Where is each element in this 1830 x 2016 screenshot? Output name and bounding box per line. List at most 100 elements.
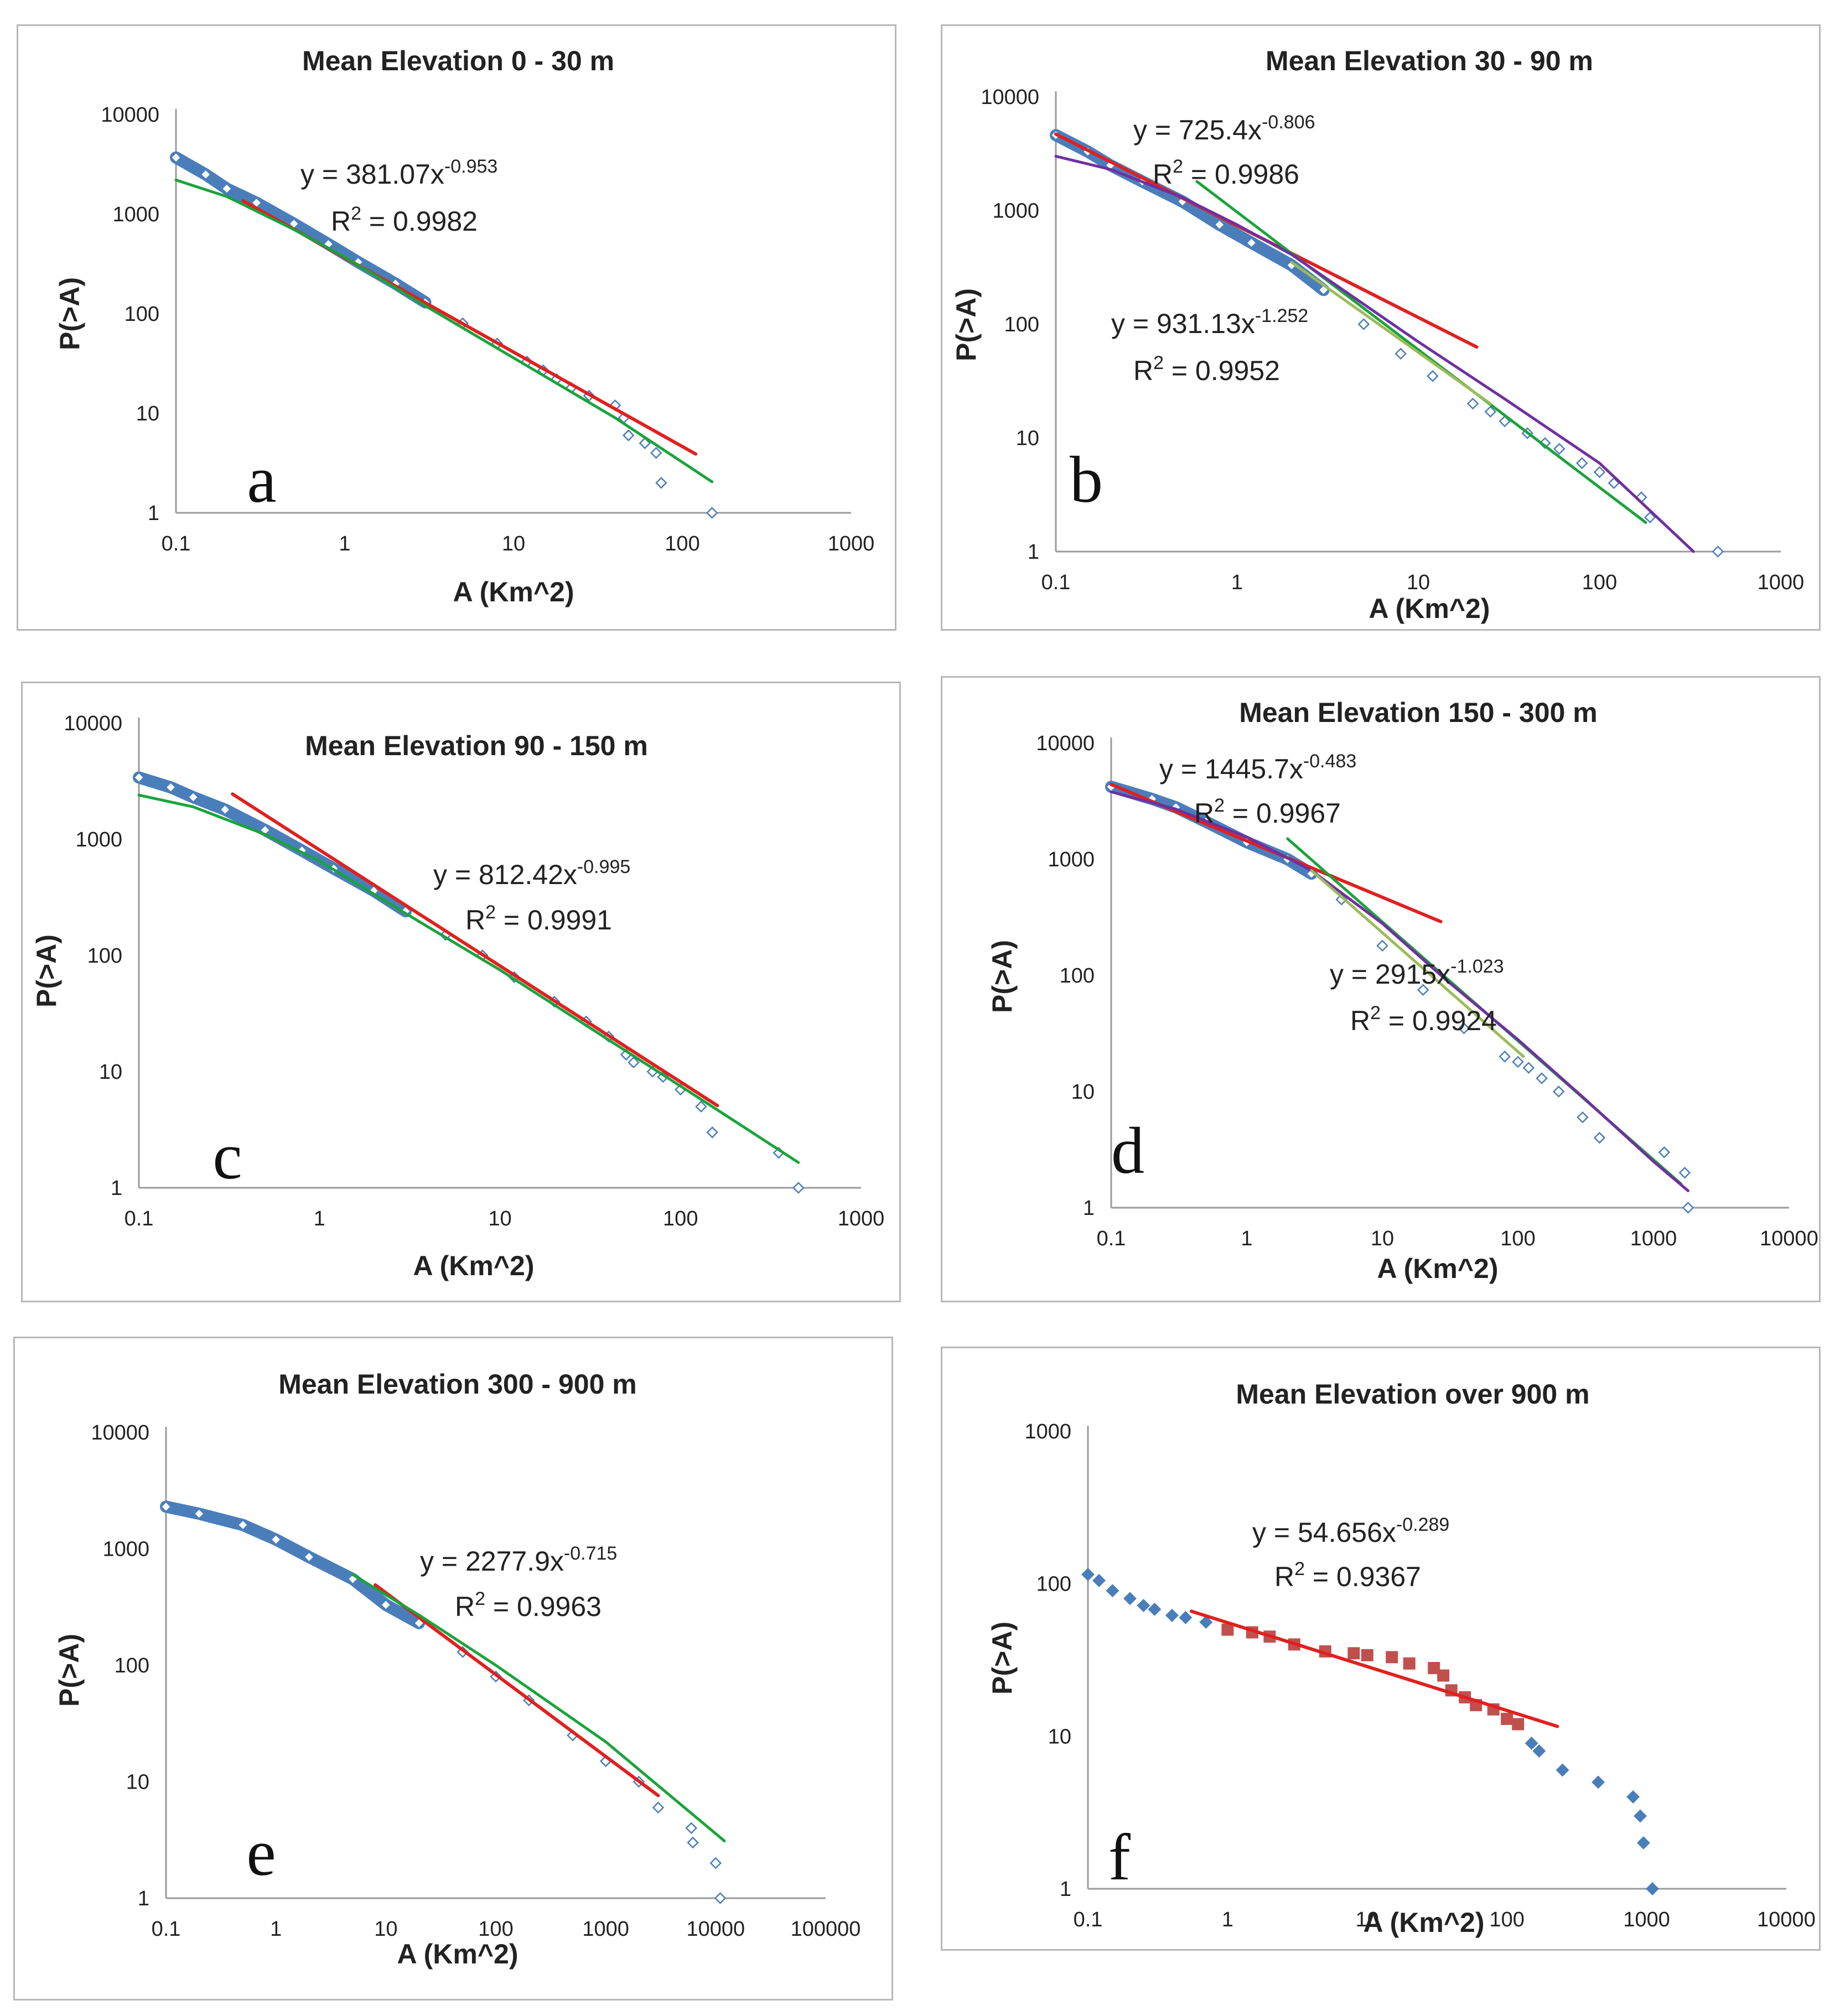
y-tick-label: 1000 [1024,1420,1071,1443]
y-tick-label: 1000 [992,200,1039,223]
series-line-power-fit [374,1583,660,1797]
series-line-power-fit-2 [1195,180,1647,524]
x-tick-label: 1000 [1630,1227,1677,1250]
data-point [1427,370,1439,382]
chart-panel-e: Mean Elevation 300 - 900 m 0.1 1 10 100 1000 1… [13,1337,893,2001]
x-tick-label: 10 [502,532,525,555]
series-line-trend [1110,790,1690,1192]
fit-r-squared: R2 = 0.9924 [1350,1002,1497,1036]
fit-r-squared: R2 = 0.9952 [1133,352,1280,386]
fit-r-squared: R2 = 0.9967 [1194,795,1341,829]
chart-d-svg: Mean Elevation 150 - 300 m0.1 1 10 100 1000 1… [987,697,1818,1284]
x-tick-label: 100 [1582,571,1617,594]
fit-r-squared: R2 = 0.9991 [465,902,612,936]
data-point [1646,1882,1660,1895]
x-tick-label: 1000 [828,532,875,555]
data-point [706,1126,718,1139]
x-tick-label: 100 [665,532,699,555]
data-point [1148,1602,1162,1616]
fit-r-squared: R2 = 0.9367 [1274,1558,1421,1592]
data-point [269,1534,282,1546]
series-line-trend [1054,154,1695,553]
data-point [1361,1649,1373,1661]
data-point [1532,1744,1546,1758]
fit-equation: y = 725.4x-0.806 [1133,112,1315,146]
data-point [706,507,718,519]
chart-title: Mean Elevation 300 - 900 m [278,1369,637,1400]
x-tick-label: 10 [488,1207,511,1230]
data-point [1357,318,1370,330]
chart-panel-a: Mean Elevation 0 - 30 m 0.1 1 10 100 1000 1 10 1… [17,24,896,631]
data-point [1593,466,1606,479]
chart-b-svg: Mean Elevation 30 - 90 m0.1 1 10 100 1000110… [951,45,1805,624]
panel-letter: d [1111,1114,1144,1187]
data-cloud [133,771,412,918]
panel-letter: b [1070,443,1103,516]
fit-equation: y = 812.42x-0.995 [433,856,630,890]
fit-equation: y = 2915x-1.023 [1330,956,1504,990]
y-tick-label: 10000 [981,86,1039,109]
data-point [1403,1657,1416,1670]
y-tick-label: 1 [138,1887,149,1910]
fit-r-squared: R2 = 0.9986 [1153,156,1299,190]
data-point [221,183,233,195]
y-axis-label: P(>A) [951,288,982,361]
y-tick-label: 1 [1028,541,1039,564]
data-point [1626,1790,1640,1804]
series-line-trend [137,793,800,1164]
x-tick-label: 0.1 [125,1207,154,1230]
x-axis-label: A (Km^2) [1377,1253,1498,1284]
data-point [1428,1662,1440,1675]
fit-equation: y = 1445.7x-0.483 [1159,751,1356,784]
chart-panel-d: Mean Elevation 150 - 300 m 0.1 1 10 100 1000 1… [941,676,1821,1302]
data-point [1199,1615,1213,1629]
x-tick-label: 1 [1241,1227,1252,1250]
data-point [133,771,145,784]
fit-equation: y = 2277.9x-0.715 [420,1543,617,1577]
y-tick-label: 10000 [64,712,122,735]
data-point [303,1551,315,1563]
y-axis-label: P(>A) [31,934,62,1007]
y-tick-label: 100 [115,1654,149,1677]
data-point [695,1100,707,1113]
series-line-trend [351,1573,726,1843]
x-tick-label: 10000 [686,1918,745,1941]
x-tick-label: 100000 [791,1918,861,1941]
x-tick-label: 0.1 [1074,1908,1103,1931]
series-line-trend [174,178,714,484]
chart-title: Mean Elevation 90 - 150 m [305,730,648,761]
x-tick-label: 0.1 [1097,1227,1126,1250]
x-tick-label: 100 [478,1918,513,1941]
y-tick-label: 10000 [101,103,159,127]
x-tick-label: 10000 [1757,1908,1816,1931]
y-axis-label: P(>A) [987,1622,1018,1695]
data-point [1712,545,1724,558]
data-point [1522,1062,1535,1074]
x-tick-label: 10 [1356,1908,1379,1931]
x-tick-label: 1000 [1758,571,1805,594]
y-tick-label: 1000 [102,1538,149,1561]
y-tick-label: 10 [126,1771,149,1794]
data-point [1658,1146,1671,1158]
data-point [1525,1736,1538,1750]
data-point [1553,443,1565,455]
data-point [1539,437,1551,449]
data-point [1347,1647,1360,1660]
x-tick-label: 1 [314,1207,325,1230]
data-point [1575,457,1588,469]
y-tick-label: 10 [99,1061,122,1084]
panel-letter: e [246,1816,276,1889]
data-point [1221,1623,1234,1636]
y-tick-label: 10 [1016,427,1039,450]
x-tick-label: 10 [374,1918,397,1941]
x-tick-label: 1000 [582,1918,629,1941]
data-point [1512,1056,1524,1068]
data-point [1437,1669,1450,1682]
data-point [237,1519,249,1531]
x-tick-label: 1 [1222,1908,1233,1931]
data-point [170,151,182,164]
data-point [1682,1202,1694,1214]
data-point [1386,1651,1398,1664]
y-tick-label: 10000 [1036,732,1095,755]
x-tick-label: 1000 [838,1207,885,1230]
